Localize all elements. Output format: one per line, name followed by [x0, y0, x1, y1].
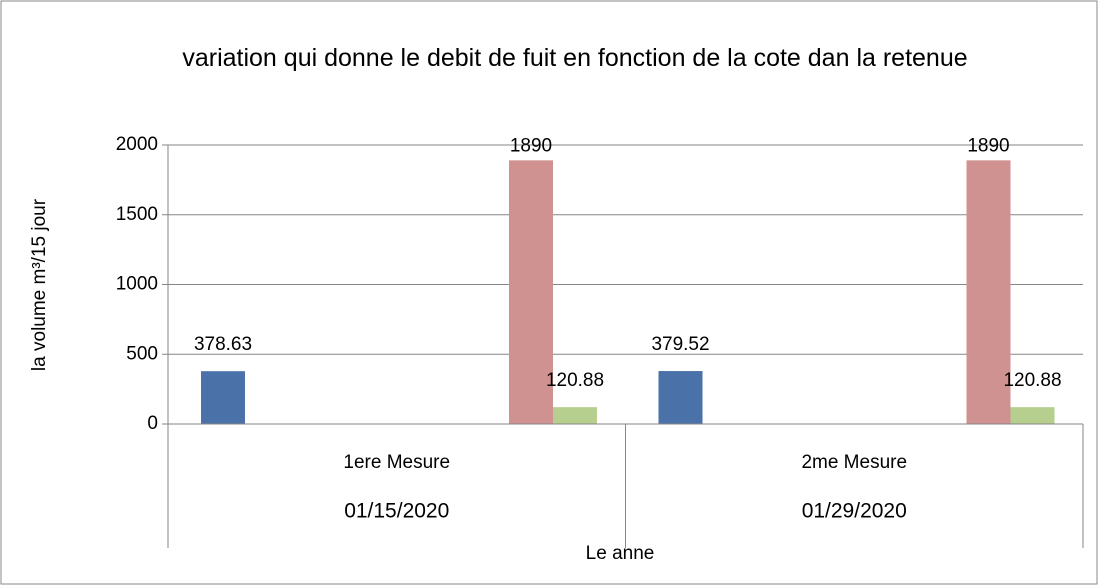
bar	[658, 371, 703, 424]
data-label: 378.63	[194, 334, 252, 355]
data-label: 1890	[967, 135, 1009, 156]
y-tick-label: 0	[147, 413, 158, 434]
bar	[966, 160, 1011, 424]
x-tick-label: 2me Mesure	[801, 452, 907, 473]
bar	[509, 160, 553, 424]
x-date-label: 01/15/2020	[344, 500, 449, 523]
x-tick-label: 1ere Mesure	[343, 452, 450, 473]
data-label: 379.52	[651, 334, 709, 355]
y-tick-label: 1500	[116, 204, 158, 225]
chart-title: variation qui donne le debit de fuit en …	[182, 44, 968, 72]
bar	[553, 407, 597, 424]
data-label: 120.88	[546, 370, 604, 391]
data-label: 120.88	[1003, 370, 1061, 391]
x-date-label: 01/29/2020	[802, 500, 907, 523]
y-axis-label: la volume m³/15 jour	[29, 198, 50, 371]
bar	[1010, 407, 1055, 424]
data-label: 1890	[510, 135, 552, 156]
y-tick-label: 500	[126, 343, 158, 364]
x-axis-label: Le anne	[586, 543, 655, 564]
bar	[201, 371, 245, 424]
y-tick-label: 1000	[116, 274, 158, 295]
y-tick-label: 2000	[116, 134, 158, 155]
